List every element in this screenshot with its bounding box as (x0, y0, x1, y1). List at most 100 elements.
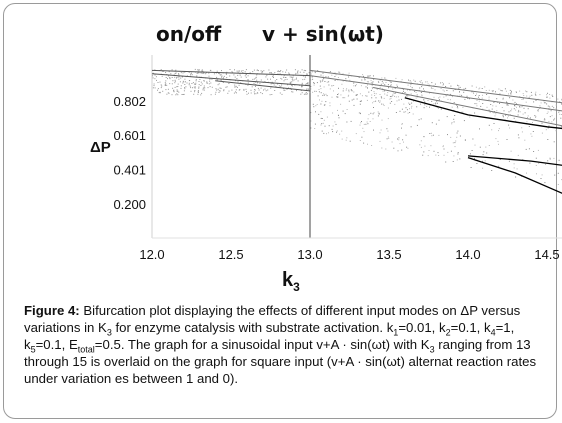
scatter-point (415, 97, 417, 99)
scatter-point (226, 86, 228, 88)
scatter-point (394, 87, 396, 89)
scatter-point (194, 87, 196, 89)
scatter-point (218, 90, 220, 92)
scatter-point (255, 77, 257, 79)
scatter-point (197, 69, 199, 71)
scatter-point (456, 159, 458, 161)
scatter-point (473, 92, 475, 94)
scatter-point (301, 83, 303, 85)
scatter-point (375, 93, 377, 95)
figure-caption: Figure 4: Bifurcation plot displaying th… (24, 302, 544, 387)
scatter-point (434, 89, 436, 91)
scatter-point (274, 80, 276, 82)
scatter-point (356, 98, 358, 100)
scatter-point (457, 87, 459, 89)
scatter-point (427, 155, 429, 157)
scatter-point (316, 104, 318, 105)
scatter-point (220, 74, 222, 76)
scatter-point (193, 86, 195, 88)
scatter-point (310, 73, 312, 75)
scatter-point (516, 168, 518, 170)
scatter-point (380, 129, 382, 131)
scatter-point (211, 86, 213, 88)
scatter-point (443, 96, 445, 98)
scatter-point (277, 73, 279, 75)
scatter-point (373, 92, 375, 94)
scatter-point (509, 97, 511, 99)
scatter-point (525, 101, 527, 103)
scatter-point (549, 97, 551, 99)
scatter-point (379, 94, 381, 95)
scatter-point (502, 115, 504, 117)
scatter-point (360, 100, 362, 102)
scatter-point (507, 115, 509, 117)
caption-sub-k1: 1 (393, 327, 399, 338)
scatter-point (510, 110, 512, 112)
scatter-point (377, 80, 379, 82)
scatter-point (412, 113, 414, 115)
scatter-point (200, 72, 202, 74)
scatter-point (409, 108, 410, 110)
scatter-point (345, 89, 347, 91)
scatter-point (522, 98, 524, 100)
scatter-point (328, 125, 330, 127)
scatter-point (371, 97, 373, 99)
scatter-point (178, 91, 180, 93)
scatter-point (293, 79, 295, 81)
scatter-point (535, 116, 537, 118)
scatter-point (192, 87, 193, 89)
plot-area (151, 55, 562, 239)
scatter-point (509, 127, 511, 129)
scatter-point (301, 85, 302, 87)
scatter-point (234, 69, 235, 71)
scatter-point (183, 81, 185, 83)
scatter-point (435, 102, 437, 104)
scatter-point (464, 98, 466, 100)
scatter-point (215, 88, 217, 90)
scatter-point (280, 70, 282, 71)
scatter-point (517, 134, 519, 136)
scatter-point (431, 82, 433, 84)
scatter-point (245, 69, 247, 71)
scatter-point (450, 93, 452, 95)
scatter-point (395, 96, 397, 98)
scatter-point (296, 90, 297, 92)
scatter-point (535, 94, 537, 96)
scatter-point (403, 90, 404, 92)
scatter-point (344, 113, 346, 115)
scatter-point (333, 90, 334, 92)
scatter-point (353, 91, 355, 93)
scatter-point (453, 155, 455, 157)
scatter-point (435, 123, 437, 125)
scatter-point (280, 85, 282, 87)
scatter-point (543, 102, 545, 104)
scatter-point (381, 97, 383, 99)
scatter-point (216, 70, 218, 72)
scatter-point (289, 76, 291, 78)
scatter-point (373, 112, 375, 114)
scatter-point (364, 79, 366, 81)
scatter-point (305, 93, 307, 95)
scatter-point (445, 86, 447, 87)
scatter-point (191, 74, 193, 76)
scatter-point (507, 104, 509, 106)
scatter-point (164, 82, 166, 84)
scatter-point (358, 76, 360, 78)
scatter-point (486, 152, 488, 154)
scatter-point (196, 73, 198, 74)
scatter-point (301, 85, 303, 87)
scatter-point (337, 79, 339, 81)
scatter-point (418, 119, 420, 121)
scatter-point (338, 71, 340, 73)
scatter-point (371, 82, 373, 84)
scatter-point (337, 109, 338, 111)
scatter-point (401, 98, 402, 100)
scatter-point (420, 92, 422, 93)
scatter-point (313, 82, 315, 84)
scatter-point (301, 82, 303, 84)
scatter-point (555, 130, 557, 132)
scatter-point (407, 95, 409, 97)
scatter-point (430, 87, 432, 89)
scatter-point (421, 86, 423, 88)
scatter-point (217, 88, 219, 90)
